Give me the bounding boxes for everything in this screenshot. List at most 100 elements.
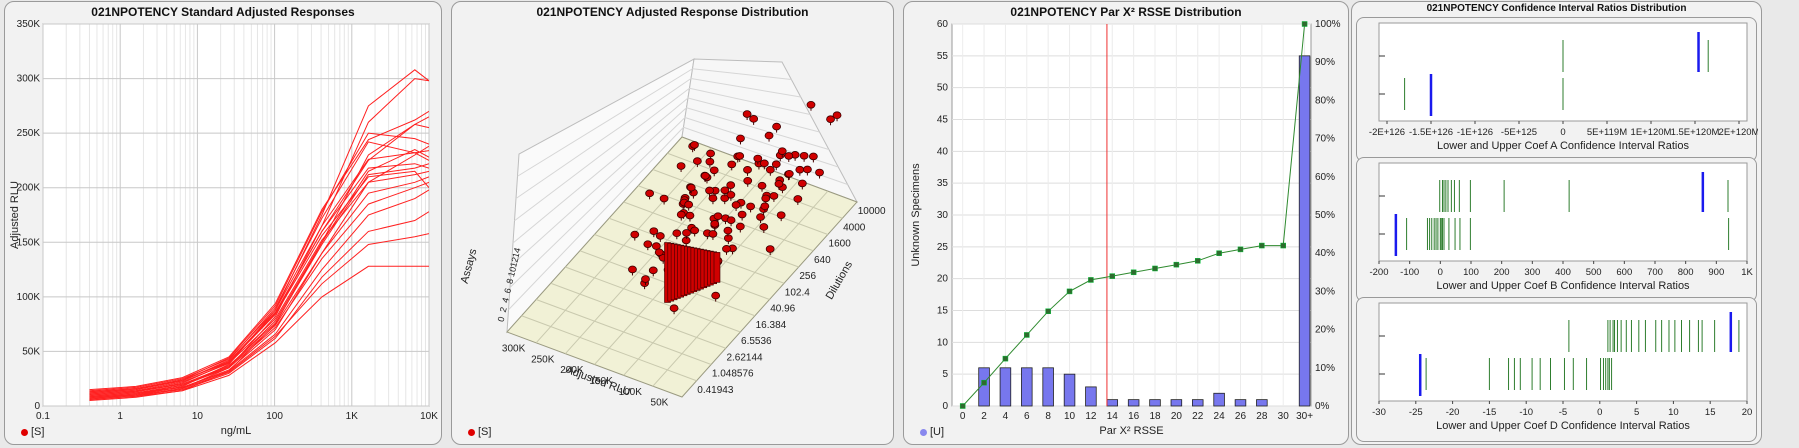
- x-tick-label: 12: [1085, 411, 1097, 422]
- assay-tick-label: 6: [502, 287, 513, 294]
- histogram-bar: [1085, 386, 1097, 407]
- x-tick-label: 1.5E+120M: [1671, 127, 1720, 138]
- y-tick-label: 150K: [17, 237, 41, 248]
- histogram-bar: [999, 367, 1012, 407]
- x-tick-label: 30: [1278, 411, 1290, 422]
- series-line: [89, 176, 429, 396]
- series-line: [89, 233, 429, 399]
- data-marker: [705, 186, 714, 195]
- legend-dot: [920, 428, 927, 436]
- assay-tick-label: 4: [500, 297, 511, 304]
- cumulative-point: [1109, 273, 1116, 279]
- x-axis-label: ng/mL: [221, 425, 252, 437]
- x-tick-label: -15: [1483, 407, 1497, 418]
- data-marker: [759, 159, 769, 168]
- y-tick-label: 35: [937, 178, 949, 189]
- x-tick-label: 5: [1634, 407, 1639, 418]
- rlu-tick-label: 300K: [502, 343, 526, 354]
- data-marker: [727, 160, 737, 169]
- dilution-tick-label: 1.048576: [712, 369, 754, 380]
- y-tick-label: 50: [937, 83, 949, 94]
- data-marker: [708, 194, 718, 202]
- data-marker: [726, 181, 736, 189]
- plot-area: [1378, 302, 1748, 402]
- data-marker: [649, 227, 659, 235]
- data-marker: [720, 186, 730, 195]
- histogram-bar: [1170, 399, 1183, 407]
- data-marker: [769, 192, 779, 200]
- rsse-distribution-chart: 0510152025303540455055600%10%20%30%40%50…: [910, 19, 1341, 437]
- x-tick-label: 900: [1708, 267, 1724, 278]
- x-tick-label: 0.1: [36, 411, 50, 422]
- y2-tick-label: 50%: [1315, 210, 1335, 221]
- data-marker: [711, 291, 721, 300]
- dilution-tick-label: 1600: [829, 239, 852, 250]
- y-tick-label: 25: [937, 242, 949, 253]
- x-tick-label: -5: [1559, 407, 1567, 418]
- data-marker: [685, 211, 695, 220]
- dilution-tick-label: 102.4: [785, 287, 810, 298]
- data-marker: [799, 151, 809, 160]
- y2-tick-label: 100%: [1315, 19, 1341, 30]
- data-marker: [700, 172, 710, 180]
- x-tick-label: -2E+126: [1369, 127, 1405, 138]
- data-marker: [753, 154, 763, 163]
- x-tick-label: 200: [1494, 267, 1510, 278]
- data-marker: [684, 200, 694, 209]
- data-marker: [648, 266, 658, 275]
- y-tick-label: 45: [937, 115, 949, 126]
- cumulative-point: [1002, 355, 1009, 362]
- x-tick-label: 0: [1560, 127, 1565, 138]
- x-tick-label: 28: [1256, 411, 1268, 422]
- x-tick-label: 1K: [346, 411, 359, 422]
- data-marker: [726, 216, 736, 224]
- wall-gridline: [687, 97, 820, 133]
- panel-title: 021NPOTENCY Par X² RSSE Distribution: [1010, 5, 1242, 19]
- cumulative-point: [1066, 288, 1073, 295]
- x-tick-label: 10: [192, 411, 204, 422]
- cumulative-point: [1280, 242, 1286, 249]
- panel-title: 021NPOTENCY Confidence Interval Ratios D…: [1426, 3, 1687, 14]
- x-tick-label: 0: [1438, 267, 1443, 278]
- data-marker: [710, 220, 720, 228]
- dilution-tick-label: 256: [799, 271, 816, 282]
- x-tick-label: -200: [1369, 267, 1388, 278]
- y2-tick-label: 70%: [1315, 134, 1335, 145]
- data-marker: [802, 165, 812, 174]
- series-line: [89, 181, 429, 398]
- coef-d-chart: -30 -25 -20 -15 -10 -5 0 5 10 15 20 Lower and Upper…: [1372, 302, 1752, 432]
- data-marker: [771, 160, 781, 168]
- cumulative-point: [1194, 258, 1201, 264]
- x-tick-label: 1: [117, 411, 123, 422]
- data-marker: [808, 152, 818, 161]
- data-marker: [772, 122, 782, 131]
- x-tick-label: -25: [1409, 407, 1423, 418]
- x-tick-label: 4: [1003, 411, 1009, 422]
- x-tick-label: 26: [1235, 411, 1247, 422]
- data-marker: [777, 147, 787, 155]
- data-marker: [723, 226, 733, 235]
- x-tick-label: 800: [1678, 267, 1694, 278]
- cumulative-point: [959, 403, 966, 409]
- data-marker: [708, 230, 718, 238]
- data-marker: [659, 194, 669, 203]
- series-line: [89, 145, 429, 398]
- dilution-tick-label: 40.96: [770, 304, 795, 315]
- data-marker: [705, 157, 715, 166]
- data-marker: [746, 202, 755, 211]
- dilution-tick-label: 4000: [843, 222, 866, 233]
- dilution-tick-label: 640: [814, 255, 831, 266]
- data-marker: [722, 245, 731, 253]
- data-marker: [743, 166, 752, 174]
- data-marker: [676, 162, 686, 170]
- panel-title: 021NPOTENCY Adjusted Response Distributi…: [536, 5, 809, 19]
- legend: [U]: [920, 426, 944, 438]
- data-marker: [776, 211, 786, 219]
- legend-label: [U]: [930, 426, 945, 438]
- data-marker: [709, 166, 719, 175]
- response-distribution-panel: 021NPOTENCY Adjusted Response Distributi…: [451, 1, 894, 445]
- y-tick-label: 20: [937, 274, 949, 285]
- wall-gridline: [686, 107, 830, 150]
- x-tick-label: 5E+119M: [1587, 127, 1627, 138]
- x-tick-label: -5E+125: [1501, 127, 1537, 138]
